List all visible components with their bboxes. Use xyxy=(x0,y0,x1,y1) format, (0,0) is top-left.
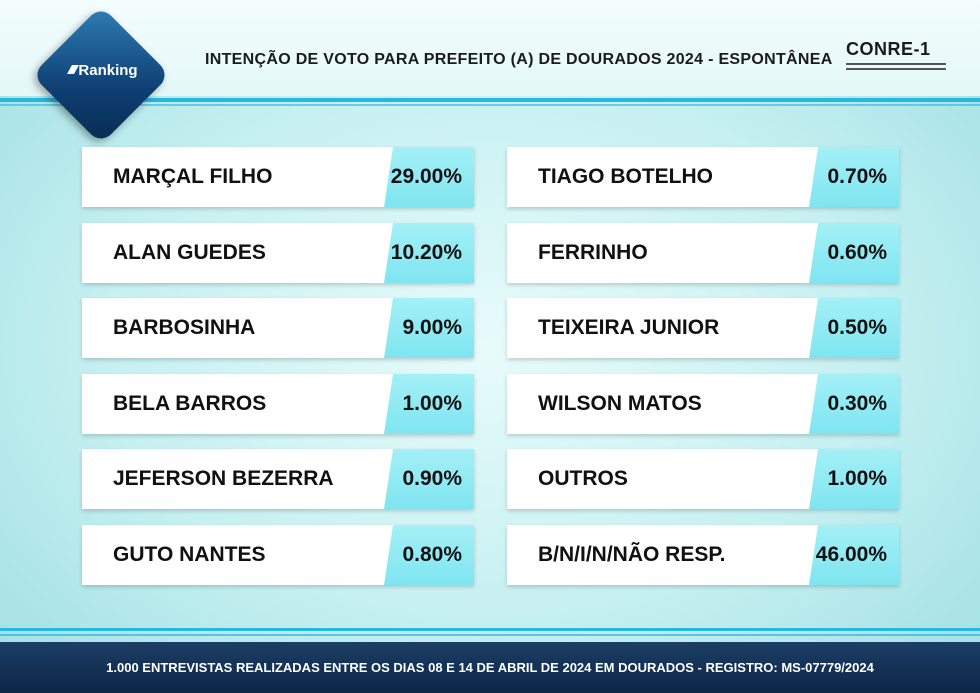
candidate-name: BARBOSINHA xyxy=(113,316,256,339)
result-card: GUTO NANTES 0.80% xyxy=(82,525,474,585)
candidate-percentage: 1.00% xyxy=(402,392,462,415)
result-card: OUTROS 1.00% xyxy=(507,449,899,509)
value-highlight xyxy=(809,374,899,434)
header-divider-thin xyxy=(0,104,980,106)
candidate-name: GUTO NANTES xyxy=(113,543,266,566)
candidate-percentage: 9.00% xyxy=(402,316,462,339)
candidate-name: JEFERSON BEZERRA xyxy=(113,467,334,490)
result-card: TEIXEIRA JUNIOR 0.50% xyxy=(507,298,899,358)
value-highlight xyxy=(384,298,474,358)
value-highlight xyxy=(384,525,474,585)
candidate-percentage: 0.30% xyxy=(827,392,887,415)
value-highlight xyxy=(384,147,474,207)
candidate-percentage: 0.50% xyxy=(827,316,887,339)
value-highlight xyxy=(809,449,899,509)
candidate-name: BELA BARROS xyxy=(113,392,267,415)
result-card: BARBOSINHA 9.00% xyxy=(82,298,474,358)
candidate-name: MARÇAL FILHO xyxy=(113,165,273,188)
result-card: BELA BARROS 1.00% xyxy=(82,374,474,434)
candidate-percentage: 0.80% xyxy=(402,543,462,566)
ranking-logo-text: Ranking xyxy=(78,62,138,79)
footer-bar: 1.000 ENTREVISTAS REALIZADAS ENTRE OS DI… xyxy=(0,642,980,693)
candidate-name: B/N/I/N/NÃO RESP. xyxy=(538,543,726,566)
candidate-percentage: 10.20% xyxy=(390,241,462,264)
candidate-name: FERRINHO xyxy=(538,241,648,264)
ranking-logo-icon xyxy=(67,65,79,74)
result-card: JEFERSON BEZERRA 0.90% xyxy=(82,449,474,509)
value-highlight xyxy=(809,223,899,283)
value-highlight xyxy=(809,525,899,585)
result-card: WILSON MATOS 0.30% xyxy=(507,374,899,434)
footer-text: 1.000 ENTREVISTAS REALIZADAS ENTRE OS DI… xyxy=(106,660,874,675)
candidate-percentage: 0.90% xyxy=(402,467,462,490)
candidate-name: TEIXEIRA JUNIOR xyxy=(538,316,720,339)
result-card: MARÇAL FILHO 29.00% xyxy=(82,147,474,207)
page-title: INTENÇÃO DE VOTO PARA PREFEITO (A) DE DO… xyxy=(205,51,833,68)
value-highlight xyxy=(809,298,899,358)
value-highlight xyxy=(384,449,474,509)
candidate-percentage: 29.00% xyxy=(390,165,462,188)
candidate-name: TIAGO BOTELHO xyxy=(538,165,713,188)
candidate-name: OUTROS xyxy=(538,467,628,490)
conre-logo: CONRE-1 xyxy=(846,39,931,59)
value-highlight xyxy=(384,223,474,283)
candidate-percentage: 46.00% xyxy=(815,543,887,566)
header-divider xyxy=(0,98,980,102)
candidate-percentage: 1.00% xyxy=(827,467,887,490)
result-card: ALAN GUEDES 10.20% xyxy=(82,223,474,283)
candidate-percentage: 0.60% xyxy=(827,241,887,264)
conre-logo-lines xyxy=(846,60,946,70)
result-card: FERRINHO 0.60% xyxy=(507,223,899,283)
result-card: B/N/I/N/NÃO RESP. 46.00% xyxy=(507,525,899,585)
value-highlight xyxy=(384,374,474,434)
candidate-name: ALAN GUEDES xyxy=(113,241,266,264)
value-highlight xyxy=(809,147,899,207)
result-card: TIAGO BOTELHO 0.70% xyxy=(507,147,899,207)
candidate-name: WILSON MATOS xyxy=(538,392,702,415)
candidate-percentage: 0.70% xyxy=(827,165,887,188)
